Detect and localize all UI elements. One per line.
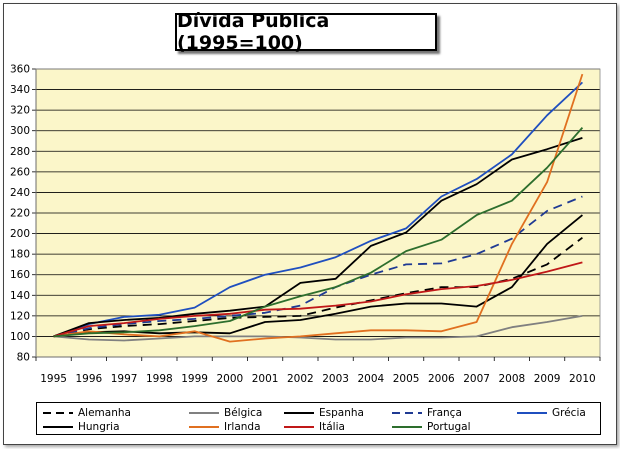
y-tick-label: 320	[10, 105, 30, 117]
series-line-b-lgica	[53, 315, 583, 342]
x-tick-label: 2003	[322, 373, 349, 385]
legend-item: Hungria	[41, 420, 120, 433]
legend-swatch	[392, 425, 422, 428]
x-tick-label: 2004	[358, 373, 385, 385]
legend-label: Irlanda	[224, 420, 261, 433]
legend-item: Portugal	[390, 420, 471, 433]
legend-item: Itália	[282, 420, 345, 433]
series-line-it-lia	[53, 261, 583, 338]
x-tick-label: 2000	[217, 373, 244, 385]
x-tick-label: 2002	[287, 373, 314, 385]
legend-swatch	[189, 425, 219, 428]
legend-swatch	[284, 411, 314, 414]
legend-item: Espanha	[282, 406, 364, 419]
x-tick-label: 2009	[534, 373, 561, 385]
x-tick-label: 1995	[40, 373, 67, 385]
y-tick-label: 140	[10, 290, 30, 302]
chart-title-text: Dívida Publica (1995=100)	[177, 10, 330, 54]
series-line-fran-a	[53, 195, 583, 338]
legend-swatch	[284, 425, 314, 428]
y-tick-label: 160	[10, 269, 30, 281]
y-tick-label: 100	[10, 331, 30, 343]
y-tick-label: 280	[10, 146, 30, 158]
series-line-espanha	[53, 214, 583, 338]
x-tick-label: 1996	[76, 373, 103, 385]
series-line-hungria	[53, 137, 583, 338]
legend-item: Alemanha	[41, 406, 131, 419]
legend-label: Espanha	[319, 406, 364, 419]
y-tick-label: 220	[10, 208, 30, 220]
legend-swatch	[43, 411, 73, 414]
legend-label: França	[427, 406, 462, 419]
y-tick-label: 180	[10, 249, 30, 261]
legend-item: Irlanda	[187, 420, 261, 433]
legend-swatch	[43, 425, 73, 428]
y-tick-label: 260	[10, 166, 30, 178]
y-tick-label: 300	[10, 125, 30, 137]
legend-label: Alemanha	[78, 406, 131, 419]
series-lines	[53, 73, 584, 343]
legend-label: Grécia	[552, 406, 586, 419]
y-tick-label: 120	[10, 310, 30, 322]
legend-swatch	[517, 411, 547, 414]
legend-item: França	[390, 406, 462, 419]
legend-label: Portugal	[427, 420, 471, 433]
legend-label: Hungria	[78, 420, 120, 433]
y-tick-label: 340	[10, 84, 30, 96]
x-tick-label: 2010	[569, 373, 596, 385]
legend: Alemanha Bélgica Espanha França Grécia Hungri…	[36, 402, 601, 435]
legend-label: Itália	[319, 420, 345, 433]
y-tick-label: 200	[10, 228, 30, 240]
x-tick-label: 2006	[428, 373, 455, 385]
x-tick-label: 2008	[499, 373, 526, 385]
y-tick-label: 240	[10, 187, 30, 199]
chart-title: Dívida Publica (1995=100)	[175, 10, 437, 54]
x-tick-label: 2005	[393, 373, 420, 385]
y-tick-label: 80	[17, 352, 30, 364]
legend-swatch	[392, 411, 422, 414]
x-tick-label: 2007	[463, 373, 490, 385]
series-line-portugal	[53, 127, 584, 338]
tick-labels: 80 100 120 140 160 180 200 220 240 260 280 300 320 34…	[10, 64, 596, 386]
axes	[35, 68, 601, 361]
gridlines	[32, 68, 600, 358]
x-tick-label: 1998	[146, 373, 173, 385]
x-tick-label: 2001	[252, 373, 279, 385]
legend-item: Grécia	[515, 406, 586, 419]
y-tick-label: 360	[10, 64, 30, 76]
x-tick-label: 1999	[181, 373, 208, 385]
x-tick-label: 1997	[111, 373, 138, 385]
legend-swatch	[189, 411, 219, 414]
series-line-gr-cia	[53, 81, 584, 338]
legend-label: Bélgica	[224, 406, 263, 419]
legend-item: Bélgica	[187, 406, 262, 419]
